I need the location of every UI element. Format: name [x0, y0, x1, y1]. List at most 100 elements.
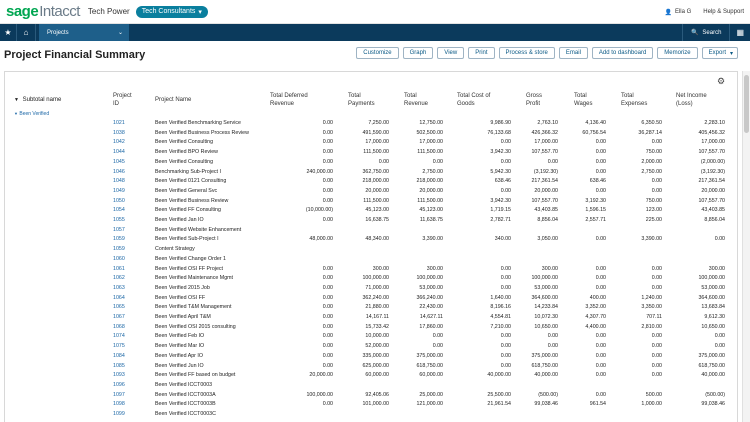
project-id-link[interactable]: 1060: [113, 255, 125, 262]
cell-total-deferred-revenue: 0.00: [322, 333, 333, 340]
project-id-link[interactable]: 1021: [113, 120, 125, 126]
project-id-link[interactable]: 1054: [113, 207, 125, 214]
column-header-total-deferred-revenue[interactable]: Total Deferred Revenue: [270, 92, 308, 108]
vertical-scrollbar[interactable]: [742, 71, 750, 422]
process-store-button[interactable]: Process & store: [498, 47, 555, 59]
star-icon[interactable]: ★: [4, 28, 12, 37]
nav-search-button[interactable]: 🔍 Search: [681, 24, 730, 41]
add-to-dashboard-button[interactable]: Add to dashboard: [591, 47, 654, 59]
column-header-project-name[interactable]: Project Name: [155, 96, 191, 104]
project-id-link[interactable]: 1064: [113, 294, 125, 301]
project-id-link[interactable]: 1063: [113, 284, 125, 291]
memorize-button[interactable]: Memorize: [657, 47, 698, 59]
cell-net-income: (500.00): [705, 391, 725, 398]
cell-total-payments: 45,123.00: [365, 207, 389, 214]
project-id-link[interactable]: 1050: [113, 197, 125, 204]
view-button[interactable]: View: [437, 47, 465, 59]
nav-tab-projects[interactable]: Projects ⌄: [39, 24, 129, 41]
project-id-link[interactable]: 1097: [113, 391, 125, 398]
entity-selector[interactable]: Tech Consultants ▾: [135, 5, 208, 18]
cell-total-wages: 0.00: [595, 187, 606, 194]
column-header-total-expenses[interactable]: Total Expenses: [621, 92, 647, 108]
project-id-link[interactable]: 1062: [113, 275, 125, 282]
user-menu[interactable]: 👤 Ella G: [664, 9, 691, 16]
print-button[interactable]: Print: [468, 47, 495, 59]
column-header-line: Payments: [348, 101, 375, 107]
cell-total-expenses: 225.00: [645, 217, 662, 223]
cell-total-wages: 60,756.54: [582, 129, 606, 136]
project-name-cell: Been Verified Feb IO: [155, 333, 205, 340]
cell-total-revenue: 14,627.11: [419, 314, 443, 320]
cell-total-expenses: 2,810.00: [641, 323, 662, 330]
project-id-link[interactable]: 1096: [113, 381, 125, 388]
sage-intacct-logo[interactable]: sageIntacct: [6, 3, 80, 20]
apps-grid-icon[interactable]: ▦: [729, 24, 750, 41]
project-id-link[interactable]: 1098: [113, 401, 125, 408]
project-id-link[interactable]: 1099: [113, 411, 125, 417]
project-id-link[interactable]: 1046: [113, 168, 125, 175]
export-button[interactable]: Export ▾: [701, 47, 738, 59]
project-id-link[interactable]: 1057: [113, 226, 125, 233]
cell-total-revenue: 502,500.00: [416, 129, 443, 136]
table-row: 1063 Been Verified 2015 Job 0.00 71,000.00 5…: [0, 284, 738, 294]
project-id-link[interactable]: 1093: [113, 372, 125, 379]
cell-gross-profit: 14,233.84: [534, 304, 558, 311]
home-icon[interactable]: ⌂: [23, 28, 29, 37]
cell-total-revenue: 11,638.75: [419, 217, 443, 223]
project-id-link[interactable]: 1075: [113, 343, 125, 350]
cell-total-wages: 0.00: [595, 343, 606, 350]
table-row: 1096 Been Verified ICCT0003: [0, 381, 738, 391]
project-name-cell: Been Verified FF Consulting: [155, 207, 221, 214]
project-name-cell: Content Strategy: [155, 246, 195, 253]
project-id-link[interactable]: 1084: [113, 352, 125, 359]
project-id-link[interactable]: 1059: [113, 246, 125, 253]
cell-net-income: 0.00: [714, 333, 725, 340]
project-id-link[interactable]: 1055: [113, 217, 125, 223]
gear-icon[interactable]: ⚙: [717, 76, 726, 86]
project-id-link[interactable]: 1044: [113, 149, 125, 156]
column-header-gross-profit[interactable]: Gross Profit: [526, 92, 542, 108]
cell-total-expenses: 707.11: [646, 314, 662, 320]
subtotal-name-header[interactable]: ▼ Subtotal name: [14, 97, 61, 103]
cell-total-wages: 0.00: [595, 362, 606, 369]
project-id-link[interactable]: 1074: [113, 333, 125, 340]
column-header-total-revenue[interactable]: Total Revenue: [404, 92, 428, 108]
table-row: 1055 Been Verified Jan IO 0.00 16,638.75 11,…: [0, 216, 738, 226]
group-toggle[interactable]: ▼ Been Verified: [14, 111, 49, 117]
project-id-link[interactable]: 1085: [113, 362, 125, 369]
column-header-total-cost-of-goods[interactable]: Total Cost of Goods: [457, 92, 490, 108]
project-name-cell: Been Verified 0121 Consulting: [155, 178, 227, 185]
project-id-link[interactable]: 1068: [113, 323, 125, 330]
scrollbar-thumb[interactable]: [744, 75, 749, 133]
column-header-net-income[interactable]: Net Income (Loss): [676, 92, 707, 108]
cell-total-wages: 0.00: [595, 284, 606, 291]
project-id-link[interactable]: 1065: [113, 304, 125, 311]
column-header-line: Wages: [574, 101, 593, 107]
project-id-link[interactable]: 1067: [113, 314, 125, 320]
project-id-link[interactable]: 1038: [113, 129, 125, 136]
project-id-link[interactable]: 1042: [113, 139, 125, 146]
export-label: Export: [708, 50, 726, 56]
column-header-line: (Loss): [676, 101, 693, 107]
cell-total-payments: 100,000.00: [362, 275, 389, 282]
cell-gross-profit: 375,000.00: [531, 352, 558, 359]
project-id-link[interactable]: 1059: [113, 236, 125, 243]
cell-total-deferred-revenue: 0.00: [322, 294, 333, 301]
project-id-link[interactable]: 1045: [113, 158, 125, 165]
customize-button[interactable]: Customize: [356, 47, 399, 59]
cell-total-cost-of-goods: 2,782.71: [490, 217, 511, 223]
table-row: 1054 Been Verified FF Consulting (10,000.0…: [0, 206, 738, 216]
email-button[interactable]: Email: [558, 47, 588, 59]
column-header-total-payments[interactable]: Total Payments: [348, 92, 375, 108]
project-id-link[interactable]: 1061: [113, 265, 125, 272]
column-header-project-id[interactable]: Project ID: [113, 92, 132, 108]
project-id-link[interactable]: 1048: [113, 178, 125, 185]
graph-button[interactable]: Graph: [402, 47, 434, 59]
cell-total-deferred-revenue: 0.00: [322, 149, 333, 156]
column-header-total-wages[interactable]: Total Wages: [574, 92, 592, 108]
column-header-line: Total: [574, 93, 587, 99]
project-id-link[interactable]: 1049: [113, 187, 125, 194]
table-row: 1044 Been Verified BPO Review 0.00 111,500.…: [0, 148, 738, 158]
help-support-link[interactable]: Help & Support: [703, 9, 744, 15]
cell-total-payments: 10,000.00: [365, 333, 389, 340]
